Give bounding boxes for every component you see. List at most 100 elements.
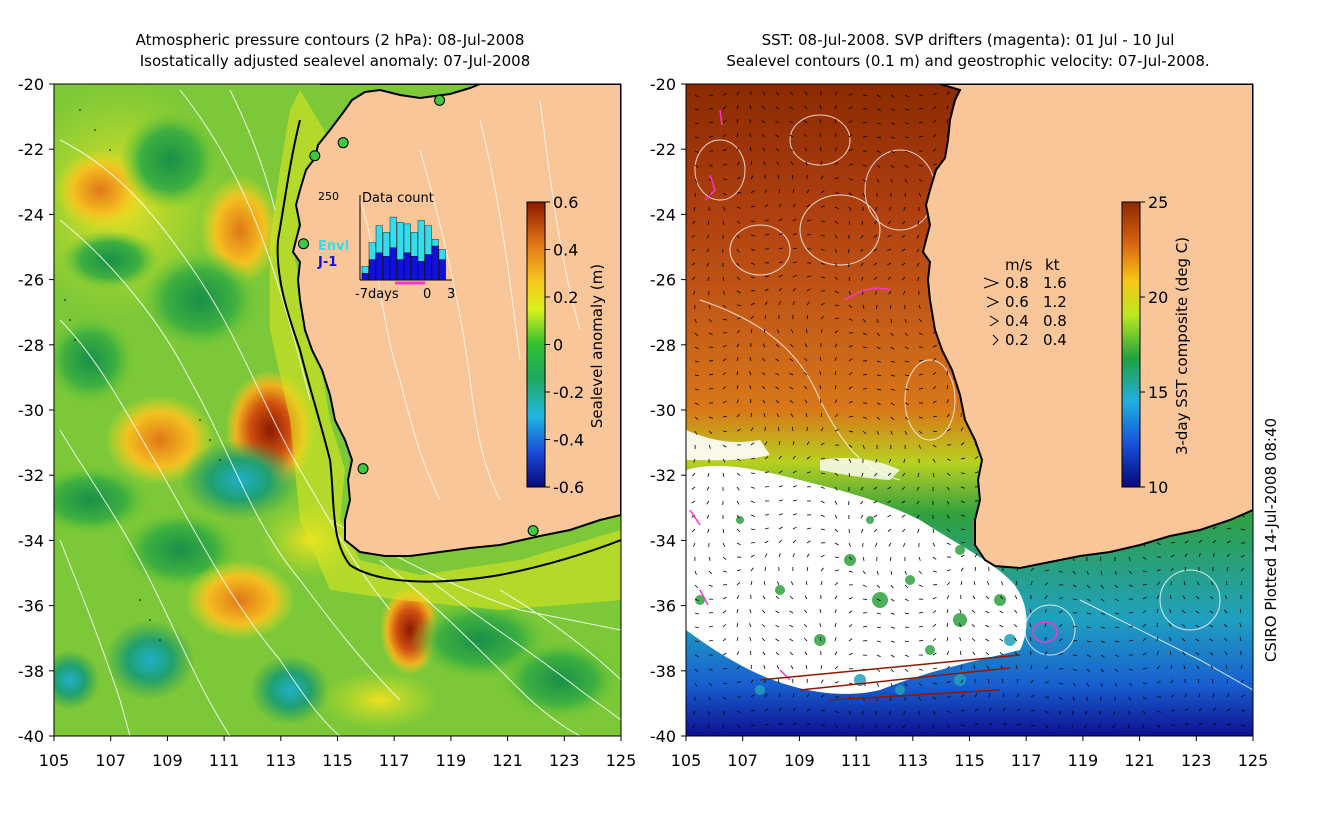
left-lat-tick: -20 <box>18 75 44 94</box>
left-lon-tick: 121 <box>492 751 523 770</box>
legend-ms-value: 0.2 <box>1005 331 1029 349</box>
right-lon-tick: 113 <box>898 751 929 770</box>
right-lon-tick: 123 <box>1181 751 1212 770</box>
legend-ms-value: 0.8 <box>1005 274 1029 292</box>
left-title-line2: Isostatically adjusted sealevel anomaly:… <box>140 52 531 70</box>
left-lat-tick: -34 <box>18 531 44 550</box>
left-lat-tick: -30 <box>18 401 44 420</box>
inset-bar-j1 <box>425 255 432 281</box>
inset-bar-j1 <box>439 260 446 280</box>
legend-kt-value: 0.8 <box>1043 312 1067 330</box>
left-lon-tick: 117 <box>379 751 410 770</box>
left-map-panel: 250 Data count Envi J-1 -7days 0 3 0.6 0.… <box>10 31 621 736</box>
colorbar-tick: 0.6 <box>553 193 578 212</box>
right-lon-tick: 111 <box>841 751 872 770</box>
inset-bar-j1 <box>383 256 390 280</box>
inset-bar-j1 <box>376 253 383 280</box>
inset-bar-j1 <box>418 261 425 280</box>
left-lat-tick: -22 <box>18 140 44 159</box>
colorbar-tick: 0.4 <box>553 241 578 260</box>
legend-kt-value: 1.2 <box>1043 293 1067 311</box>
left-lon-tick: 107 <box>95 751 126 770</box>
inset-xtick-zero: 0 <box>423 287 431 302</box>
inset-title: Data count <box>362 191 434 206</box>
colorbar-tick: 0.2 <box>553 288 578 307</box>
right-lon-tick: 105 <box>671 751 702 770</box>
colorbar-tick: 0 <box>553 336 563 355</box>
colorbar-tick: 20 <box>1148 288 1168 307</box>
left-lat-tick: -32 <box>18 466 44 485</box>
right-lat-tick: -22 <box>650 140 676 159</box>
left-lon-tick: 111 <box>209 751 240 770</box>
left-lat-tick: -28 <box>18 336 44 355</box>
right-lat-tick: -24 <box>650 205 676 224</box>
inset-legend-j1: J-1 <box>317 255 337 270</box>
left-lon-tick: 113 <box>266 751 297 770</box>
plot-credit: CSIRO Plotted 14-Jul-2008 08:40 <box>1262 418 1280 662</box>
right-lat-tick: -26 <box>650 271 676 290</box>
right-lon-tick: 115 <box>954 751 985 770</box>
colorbar-tick: 15 <box>1148 383 1168 402</box>
right-lat-tick: -38 <box>650 662 676 681</box>
colorbar-tick: -0.2 <box>553 383 584 402</box>
left-lat-tick: -26 <box>18 271 44 290</box>
right-title-line1: SST: 08-Jul-2008. SVP drifters (magenta)… <box>762 31 1175 49</box>
left-lat-tick: -36 <box>18 597 44 616</box>
right-lon-tick: 125 <box>1238 751 1269 770</box>
right-title-line2: Sealevel contours (0.1 m) and geostrophi… <box>726 52 1209 70</box>
inset-bar-j1 <box>390 248 397 280</box>
station-marker <box>528 526 538 536</box>
right-lat-tick: -36 <box>650 597 676 616</box>
right-lat-tick: -34 <box>650 531 676 550</box>
right-lat-tick: -28 <box>650 336 676 355</box>
right-lat-tick: -40 <box>650 727 676 746</box>
colorbar-tick: 25 <box>1148 193 1168 212</box>
sla-colorbar-label: Sealevel anomaly (m) <box>588 264 606 428</box>
right-lat-tick: -32 <box>650 466 676 485</box>
left-lon-tick: 123 <box>549 751 580 770</box>
colorbar-tick: 10 <box>1148 478 1168 497</box>
left-lon-tick: 105 <box>39 751 70 770</box>
station-marker <box>310 151 320 161</box>
right-lon-tick: 107 <box>727 751 758 770</box>
legend-ms-value: 0.4 <box>1005 312 1029 330</box>
colorbar-tick: -0.4 <box>553 431 584 450</box>
station-marker <box>358 464 368 474</box>
right-lat-tick: -20 <box>650 75 676 94</box>
sst-colorbar-label: 3-day SST composite (deg C) <box>1173 237 1191 455</box>
left-lon-tick: 119 <box>436 751 467 770</box>
right-lon-tick: 121 <box>1124 751 1155 770</box>
left-lon-tick: 115 <box>322 751 353 770</box>
right-lat-tick: -30 <box>650 401 676 420</box>
inset-bar-j1 <box>432 246 439 280</box>
inset-bar-j1 <box>404 253 411 280</box>
legend-ms-value: 0.6 <box>1005 293 1029 311</box>
left-lon-tick: 109 <box>152 751 183 770</box>
left-lon-tick: 125 <box>606 751 637 770</box>
inset-xtick-end: 3 <box>447 287 455 302</box>
colorbar-tick: -0.6 <box>553 478 584 497</box>
station-marker <box>435 95 445 105</box>
left-lat-tick: -24 <box>18 205 44 224</box>
legend-kt-value: 0.4 <box>1043 331 1067 349</box>
legend-header-kt: kt <box>1045 256 1060 274</box>
left-title-line1: Atmospheric pressure contours (2 hPa): 0… <box>136 31 525 49</box>
inset-xtick-start: -7days <box>355 287 399 302</box>
inset-bar-j1 <box>362 273 369 280</box>
inset-bar-j1 <box>369 260 376 280</box>
legend-header-ms: m/s <box>1005 256 1033 274</box>
right-lon-tick: 117 <box>1011 751 1042 770</box>
left-lat-tick: -38 <box>18 662 44 681</box>
left-lat-tick: -40 <box>18 727 44 746</box>
right-lon-tick: 109 <box>784 751 815 770</box>
legend-kt-value: 1.6 <box>1043 274 1067 292</box>
inset-bar-j1 <box>411 256 418 280</box>
station-marker <box>338 138 348 148</box>
right-lon-tick: 119 <box>1068 751 1099 770</box>
inset-legend-envi: Envi <box>318 239 349 254</box>
inset-ymax-label: 250 <box>318 190 339 203</box>
station-marker <box>298 239 308 249</box>
